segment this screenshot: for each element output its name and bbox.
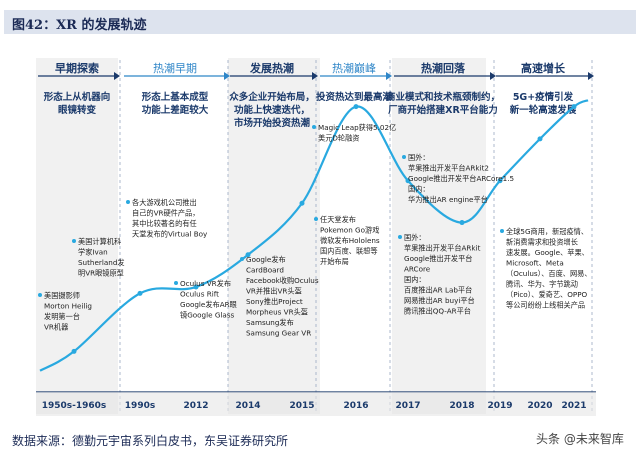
phase-band-1 [228,58,320,414]
x-axis-band [36,392,596,416]
annotation-marker-7 [402,155,406,159]
phase-label-2: 发展热潮 [249,61,294,75]
data-point-5 [353,104,359,110]
annotation-3: Oculus VR发布 Oculus Rift Google发布AR眼镜Google… [180,279,237,320]
x-tick-label-0: 1950s-1960s [42,401,107,411]
phase-desc-0: 形态上从机器向眼镜转变 [44,91,111,116]
annotation-4: Google发布 CardBoard Facebook收购Oculus VR并推出VR… [246,255,319,338]
annotation-marker-8 [398,235,402,239]
phase-arrowhead-4 [490,72,496,80]
x-tick-label-4: 2015 [289,401,314,411]
data-point-3 [245,252,251,258]
annotation-9: 全球5G商用，新冠疫情、新消费需求和投资增长速发展。Google、苹果、 Micr… [506,227,592,310]
watermark: 头条 @未来智库 [536,432,624,446]
phase-arrowhead-1 [224,72,230,80]
phase-arrowhead-5 [588,72,594,80]
x-tick-label-6: 2017 [395,401,420,411]
figure-title: 图42：XR 的发展轨迹 [12,18,147,33]
data-point-0 [71,348,77,354]
annotation-0: 美国摄影师 Morton Heilig 发明第一台 VR机器 [44,291,92,332]
data-point-7 [459,220,465,226]
source-note: 数据来源：德勤元宇宙系列白皮书，东吴证券研究所 [12,434,289,448]
data-point-9 [537,136,543,142]
annotation-5: Magic Leap获得5.02亿美元D轮融资 [318,123,396,143]
annotation-7: 国外：苹果推出开发平台ARkit2 Google推出开发平台ARCore1.5 国内… [408,153,514,204]
phase-label-1: 热潮早期 [153,61,197,75]
phase-desc-4: 商业模式和技术瓶颈制约，厂商开始搭建XR平台能力 [386,91,500,116]
x-tick-label-1: 1990s [125,401,155,411]
phase-arrowhead-2 [312,72,318,80]
title-bar [4,10,636,34]
data-point-8 [497,178,503,184]
annotation-marker-6 [314,217,318,221]
data-point-10 [571,104,577,110]
data-point-6 [405,178,411,184]
data-point-2 [193,284,199,290]
annotation-marker-4 [240,257,244,261]
annotation-8: 国外：苹果推出开发平台ARkit Google推出开发平台 ARCore 国内：百度推… [404,233,481,316]
x-tick-label-9: 2020 [527,401,552,411]
phase-desc-3: 投资热达到最高潮 [316,91,393,103]
x-tick-label-3: 2014 [235,401,260,411]
phase-desc-5: 5G+疫情引发新一轮高速发展 [510,91,577,116]
x-tick-label-10: 2021 [561,401,586,411]
x-tick-label-7: 2018 [449,401,474,411]
annotation-2: 各大游戏机公司推出自己的VR硬件产品，其中比较著名的有任天堂发布的Virtual… [132,198,208,239]
phase-band-0 [36,58,118,414]
phase-label-0: 早期探索 [55,61,99,75]
phase-desc-2: 众多企业开始布局，功能上快速迭代，市场开始投资热潮 [229,91,315,129]
phase-label-5: 高速增长 [521,61,566,75]
x-tick-label-8: 2019 [487,401,512,411]
phase-arrowhead-0 [114,72,120,80]
phase-label-3: 热潮巅峰 [332,61,376,75]
phase-desc-1: 形态上基本成型功能上差距较大 [142,91,209,116]
annotation-marker-9 [500,229,504,233]
annotation-marker-5 [312,125,316,129]
x-tick-label-5: 2016 [343,401,368,411]
annotation-1: 美国计算机科学家Ivan Sutherland发明VR眼镜原型 [78,237,125,278]
annotation-marker-3 [174,281,178,285]
annotation-marker-1 [72,239,76,243]
annotation-6: 任天堂发布 Pokemon Go游戏微软发布Hololens 国内百度、联想等开始布… [320,215,380,266]
data-point-4 [299,200,305,206]
annotation-marker-0 [38,293,42,297]
phase-arrowhead-3 [386,72,392,80]
data-point-1 [137,290,143,296]
x-tick-label-2: 2012 [183,401,208,411]
phase-band-2 [392,58,486,414]
phase-label-4: 热潮回落 [421,61,466,75]
annotation-marker-2 [126,200,130,204]
